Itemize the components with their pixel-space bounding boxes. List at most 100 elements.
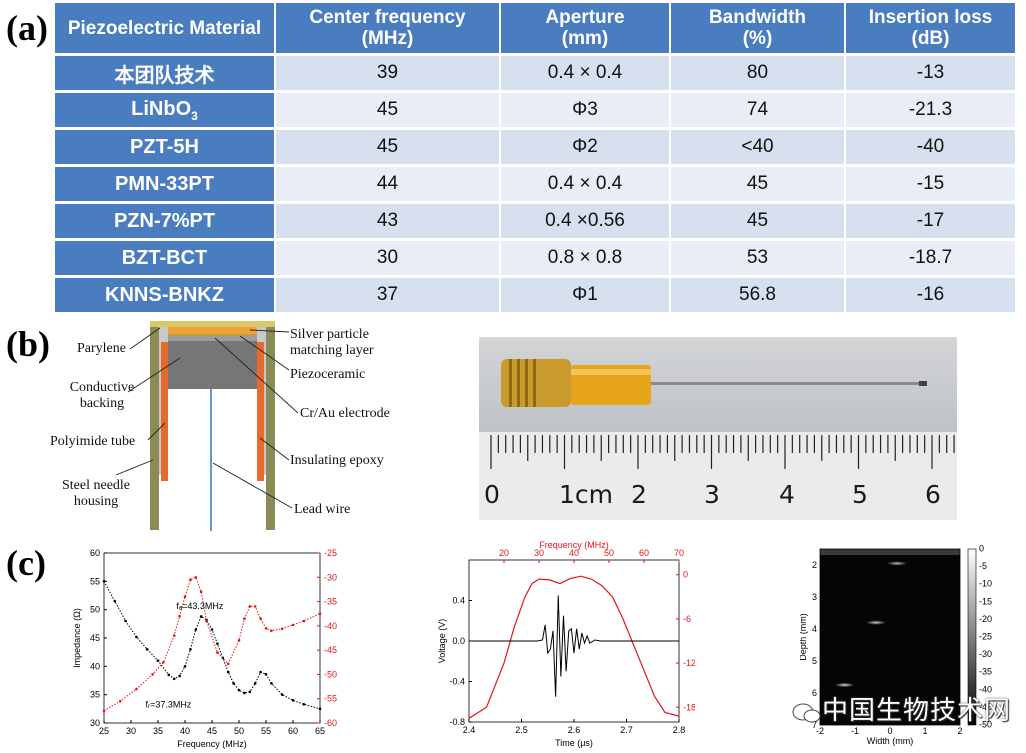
colorbar-tick-label: -30 <box>979 649 992 659</box>
cell-bandwidth: 45 <box>671 204 846 238</box>
cell-bandwidth: 74 <box>671 93 846 127</box>
x-tick-label: 2.6 <box>568 725 581 735</box>
y-tick-label: -0.8 <box>449 717 465 727</box>
comparison-table: Piezoelectric Material Center frequency(… <box>55 0 1017 315</box>
y-axis-label: Impedance (Ω) <box>72 608 82 668</box>
y2-tick-label: -30 <box>324 572 337 582</box>
parylene-layer <box>150 321 275 327</box>
y-tick-label: 7 <box>812 720 817 730</box>
x-tick-label: 65 <box>315 726 325 736</box>
x-tick-label: 30 <box>126 726 136 736</box>
needle-tip <box>919 381 927 386</box>
phase-point <box>318 612 322 616</box>
colorbar-tick-label: -35 <box>979 667 992 677</box>
colorbar-tick-label: -40 <box>979 684 992 694</box>
impedance-point <box>237 688 241 692</box>
x-tick-label: 2 <box>957 726 962 736</box>
impedance-point <box>113 599 117 603</box>
y-tick-label: 55 <box>90 576 100 586</box>
cell-insertion-loss: -18.7 <box>846 241 1017 275</box>
ruler-2: 2 <box>631 480 647 509</box>
cell-aperture: Φ3 <box>501 93 671 127</box>
colorbar-tick-label: -15 <box>979 596 992 606</box>
impedance-point <box>102 580 106 583</box>
y-tick-label: 5 <box>812 656 817 666</box>
label-steel: Steel needle housing <box>61 478 131 509</box>
cell-bandwidth: <40 <box>671 130 846 164</box>
x-tick-label: 2.5 <box>515 725 528 735</box>
cell-material: PMN-33PT <box>55 167 276 201</box>
x-tick-label: 35 <box>153 726 163 736</box>
steel-housing-left <box>150 323 159 530</box>
table-row: LiNbO3 45 Φ3 74 -21.3 <box>55 93 1017 127</box>
cell-material: LiNbO3 <box>55 93 276 127</box>
y2-tick-label: -50 <box>324 669 337 679</box>
header-insertion-loss: Insertion loss (dB) <box>846 3 1017 53</box>
y-tick-label: 4 <box>812 624 817 634</box>
table-row: BZT-BCT 30 0.8 × 0.8 53 -18.7 <box>55 241 1017 275</box>
y-tick-label: 35 <box>90 690 100 700</box>
ruler <box>479 432 957 520</box>
y-tick-label: 3 <box>812 592 817 602</box>
impedance-point <box>145 648 149 651</box>
phase-point <box>183 595 187 599</box>
phase-point <box>172 634 176 637</box>
connector-threads <box>509 359 536 407</box>
y2-tick-label: -6 <box>683 614 691 624</box>
y-tick-label: 30 <box>90 718 100 728</box>
cell-insertion-loss: -13 <box>846 56 1017 90</box>
cell-frequency: 45 <box>276 93 501 127</box>
phase-point <box>102 709 106 713</box>
phase-point <box>226 662 230 666</box>
leader-parylene <box>129 327 161 350</box>
x2-tick-label: 30 <box>534 548 544 558</box>
x-tick-label: 50 <box>234 726 244 736</box>
colorbar-tick-label: -25 <box>979 632 992 642</box>
electrode-layer <box>168 334 257 336</box>
x-axis-label: Width (mm) <box>867 736 914 746</box>
leader-backing <box>127 357 181 393</box>
impedance-point <box>135 635 138 639</box>
leader-piezo <box>239 335 290 371</box>
cell-material: PZT-5H <box>55 130 276 164</box>
label-silver: Silver particle matching layer <box>290 327 374 358</box>
impedance-point <box>124 619 127 623</box>
leader-silver <box>249 329 290 333</box>
y2-tick-label: -60 <box>324 718 337 728</box>
ruler-0: 0 <box>484 480 500 509</box>
phase-point <box>264 626 268 630</box>
impedance-point <box>189 648 192 651</box>
colorbar <box>967 548 977 726</box>
y2-tick-label: -40 <box>324 621 337 631</box>
cell-aperture: Φ2 <box>501 130 671 164</box>
impedance-phase-chart: 25 30 35 40 45 50 55 60 6530354045505560-60-55-5… <box>72 548 337 749</box>
cell-frequency: 43 <box>276 204 501 238</box>
ruler-4: 4 <box>779 480 795 509</box>
leader-electrode <box>214 337 299 414</box>
ruler-5: 5 <box>852 480 868 509</box>
impedance-point <box>178 674 181 678</box>
ruler-6: 6 <box>925 480 941 509</box>
conductive-backing <box>168 341 257 389</box>
y-tick-label: 6 <box>812 688 817 698</box>
phase-point <box>178 614 181 618</box>
x2-tick-label: 70 <box>674 548 684 558</box>
impedance-point <box>259 670 262 674</box>
panel-label-a: (a) <box>6 8 48 48</box>
ruler-1: 1cm <box>559 480 614 509</box>
impedance-point <box>318 707 322 711</box>
x2-tick-label: 40 <box>569 548 579 558</box>
label-electrode: Cr/Au electrode <box>300 406 390 421</box>
label-backing: Conductive backing <box>69 380 135 411</box>
label-lead: Lead wire <box>294 502 351 517</box>
impedance-point <box>156 659 160 662</box>
transducer-photo: 0 1cm 2 3 4 5 6 <box>479 337 957 520</box>
impedance-point <box>210 628 214 631</box>
impedance-point <box>280 693 284 696</box>
phase-point <box>237 639 241 642</box>
x2-axis-label: Frequency (MHz) <box>539 540 609 550</box>
table-header-row: Piezoelectric Material Center frequency(… <box>55 3 1017 53</box>
impedance-point <box>216 642 219 645</box>
x-tick-label: 40 <box>180 726 190 736</box>
x-tick-label: 45 <box>207 726 217 736</box>
